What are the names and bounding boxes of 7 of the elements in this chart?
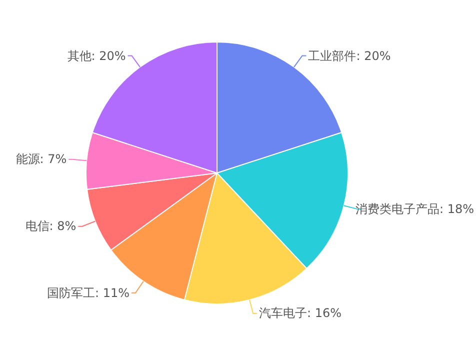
slice-label: 国防军工: 11% [46, 286, 130, 300]
slice-label: 其他: 20% [67, 48, 126, 63]
slice-label: 电信: 8% [25, 219, 76, 234]
slice-label: 消费类电子产品: 18% [355, 202, 474, 216]
slice-label: 工业部件: 20% [308, 48, 391, 63]
slice-label: 能源: 7% [16, 152, 67, 166]
slice-label: 汽车电子: 16% [259, 306, 342, 320]
